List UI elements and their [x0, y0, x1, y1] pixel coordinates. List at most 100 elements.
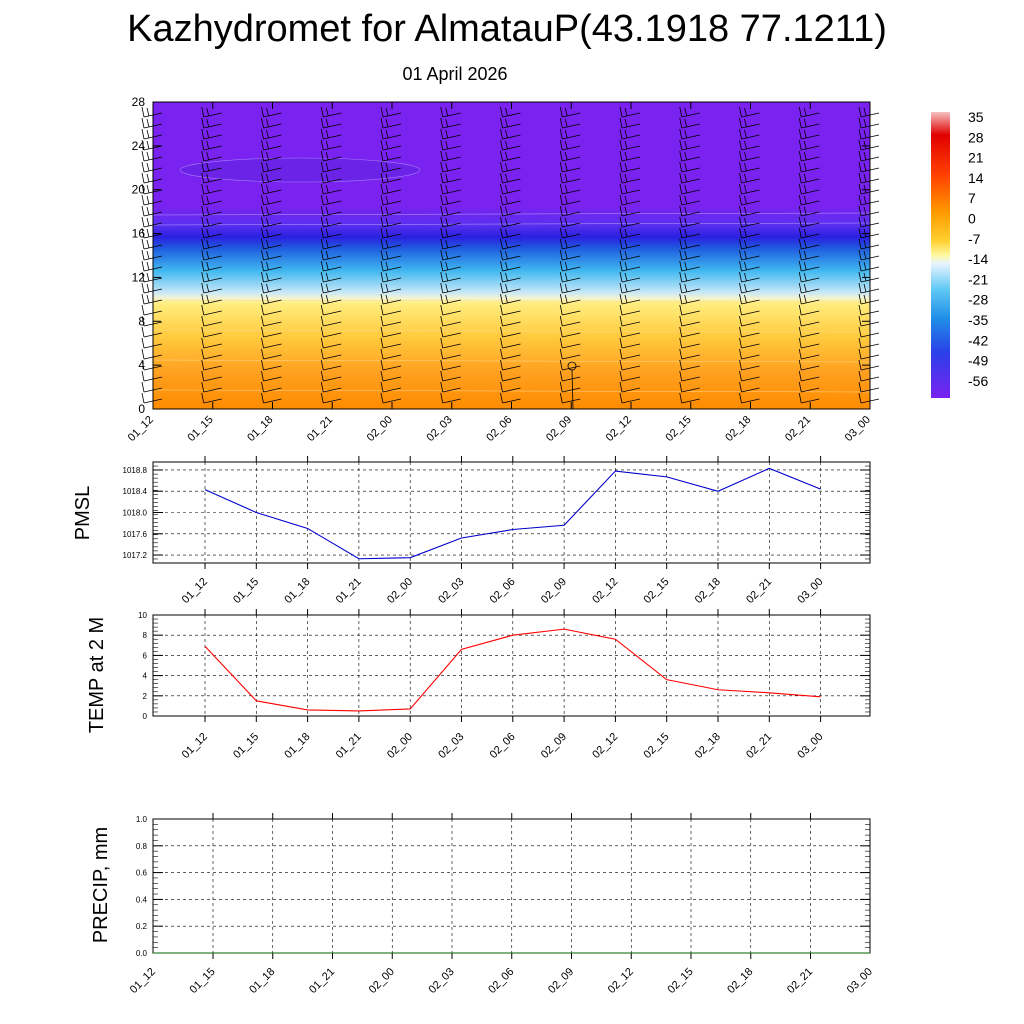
- wind-barb: [562, 167, 581, 173]
- wind-barb: [803, 272, 807, 282]
- wind-barb: [798, 337, 802, 349]
- wind-barb: [201, 128, 205, 140]
- wind-barb: [201, 359, 205, 371]
- wind-barb: [380, 139, 384, 151]
- wind-barb: [261, 161, 264, 173]
- wind-barb: [621, 211, 641, 217]
- wind-barb: [201, 106, 205, 118]
- wind-barb: [679, 392, 683, 404]
- wind-barb: [741, 189, 760, 195]
- wind-barb: [206, 250, 210, 260]
- wind-barb: [562, 244, 581, 250]
- wind-barb: [266, 162, 269, 172]
- wind-barb: [741, 277, 760, 283]
- wind-barb: [323, 178, 342, 184]
- wind-barb: [739, 293, 742, 305]
- wind-barb: [798, 183, 802, 195]
- wind-barb: [801, 123, 820, 129]
- wind-barb: [739, 227, 742, 239]
- wind-barb: [500, 315, 503, 327]
- precip-x-tick-label: 02_03: [427, 966, 457, 996]
- wind-barb: [201, 315, 205, 327]
- wind-barb: [741, 222, 760, 228]
- wind-barb: [679, 106, 683, 118]
- wind-barb: [141, 315, 145, 327]
- wind-barb: [681, 222, 700, 228]
- wind-barb: [440, 161, 444, 173]
- wind-barb: [382, 134, 402, 140]
- wind-barb: [382, 222, 402, 228]
- wind-barb: [684, 118, 688, 128]
- wind-barb: [442, 365, 461, 371]
- wind-barb: [803, 217, 807, 227]
- wind-barb: [141, 381, 145, 393]
- wind-barb: [206, 283, 210, 293]
- wind-barb: [863, 283, 867, 293]
- wind-barb: [203, 112, 222, 118]
- wind-barb: [380, 106, 384, 118]
- wind-barb: [858, 161, 862, 173]
- wind-barb: [621, 310, 641, 316]
- precip-y-tick-label: 0.0: [136, 949, 148, 958]
- wind-barb: [684, 140, 688, 150]
- wind-barb: [261, 205, 264, 217]
- wind-barb: [201, 293, 205, 305]
- wind-barb: [266, 107, 269, 117]
- wind-barb: [203, 310, 222, 316]
- temp-y-tick-label: 0: [143, 712, 148, 721]
- wind-barb: [559, 381, 563, 393]
- wind-barb: [206, 140, 210, 150]
- wind-barb: [564, 217, 568, 227]
- wind-barb: [146, 151, 150, 161]
- wind-barb: [858, 106, 862, 118]
- wind-barb: [146, 261, 150, 271]
- wind-barb: [863, 195, 867, 205]
- wind-barb: [801, 200, 820, 206]
- wind-barb: [863, 206, 867, 216]
- wind-barb: [261, 293, 264, 305]
- wind-barb: [380, 392, 384, 404]
- wind-barb: [502, 310, 521, 316]
- wind-barb: [323, 266, 342, 272]
- wind-barb: [500, 381, 503, 393]
- wind-barb: [500, 392, 503, 404]
- wind-barb: [621, 376, 641, 382]
- wind-barb: [445, 118, 449, 128]
- wind-barb: [325, 162, 329, 172]
- wind-barb: [559, 183, 563, 195]
- wind-barb: [440, 348, 444, 360]
- wind-barb: [380, 249, 384, 261]
- wind-barb: [263, 365, 282, 371]
- wind-barb: [146, 228, 150, 238]
- wind-barb: [201, 249, 205, 261]
- wind-barb: [146, 217, 150, 227]
- wind-barb: [261, 370, 264, 382]
- wind-barb: [500, 348, 503, 360]
- wind-barb: [141, 392, 145, 404]
- wind-barb: [619, 370, 623, 382]
- temp-frame: [152, 614, 871, 717]
- wind-barb: [858, 249, 862, 261]
- wind-barb: [858, 172, 862, 184]
- wind-barb: [741, 200, 760, 206]
- wind-barb: [679, 117, 683, 129]
- wind-barb: [624, 184, 628, 194]
- wind-barb: [741, 167, 760, 173]
- wind-barb: [741, 255, 760, 261]
- wind-barb: [206, 261, 210, 271]
- wind-barb: [562, 200, 581, 206]
- wind-barb: [505, 239, 508, 249]
- colorbar-label: -21: [968, 271, 988, 287]
- wind-barb: [681, 332, 700, 338]
- wind-barb: [798, 271, 802, 283]
- wind-barb: [739, 150, 742, 162]
- wind-barb: [624, 107, 628, 117]
- wind-barb: [559, 249, 563, 261]
- wind-barb: [380, 216, 384, 228]
- wind-barb: [619, 282, 623, 294]
- wind-barb: [382, 123, 402, 129]
- wind-barb: [323, 200, 342, 206]
- wind-barb: [564, 228, 568, 238]
- wind-barb: [739, 359, 742, 371]
- wind-barb: [380, 304, 384, 316]
